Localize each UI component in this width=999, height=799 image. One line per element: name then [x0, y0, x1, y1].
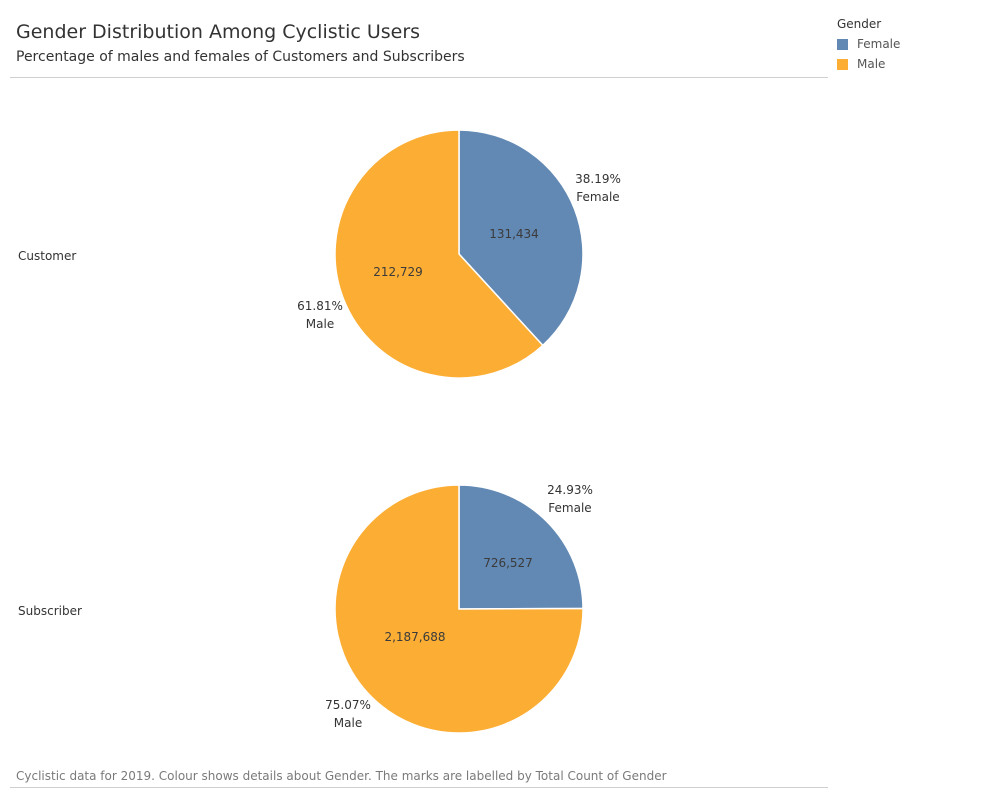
- pie-slice-subscriber-male: [334, 484, 584, 734]
- slice-name-label-subscriber-male: Male: [334, 716, 362, 730]
- legend-item-female[interactable]: Female: [837, 34, 900, 54]
- legend-swatch-female: [837, 38, 848, 50]
- value-label-subscriber-male: 2,187,688: [384, 630, 445, 644]
- percent-label-customer-female: 38.19%: [575, 172, 621, 186]
- legend-swatch-male: [837, 58, 848, 70]
- row-label-subscriber: Subscriber: [18, 604, 82, 618]
- footer-divider: [10, 787, 828, 788]
- legend-title: Gender: [837, 17, 882, 31]
- pie-slice-customer-female: [458, 129, 584, 347]
- value-label-customer-male: 212,729: [373, 265, 423, 279]
- percent-label-customer-male: 61.81%: [297, 299, 343, 313]
- percent-label-subscriber-female: 24.93%: [547, 483, 593, 497]
- legend: Gender Female Male: [837, 17, 900, 74]
- chart-subtitle: Percentage of males and females of Custo…: [16, 49, 465, 65]
- header-divider: [10, 77, 828, 78]
- legend-item-male[interactable]: Male: [837, 54, 900, 74]
- value-label-subscriber-female: 726,527: [483, 556, 533, 570]
- footnote: Cyclistic data for 2019. Colour shows de…: [16, 769, 667, 783]
- slice-name-label-customer-male: Male: [306, 317, 334, 331]
- legend-label-male: Male: [857, 57, 886, 71]
- row-label-customer: Customer: [18, 249, 77, 263]
- slice-name-label-customer-female: Female: [576, 190, 619, 204]
- percent-label-subscriber-male: 75.07%: [325, 698, 371, 712]
- pie-slice-customer-male: [334, 129, 544, 379]
- chart-title: Gender Distribution Among Cyclistic User…: [16, 21, 421, 43]
- value-label-customer-female: 131,434: [489, 227, 539, 241]
- slice-name-label-subscriber-female: Female: [548, 501, 591, 515]
- legend-label-female: Female: [857, 37, 901, 51]
- pie-slice-subscriber-female: [458, 484, 584, 610]
